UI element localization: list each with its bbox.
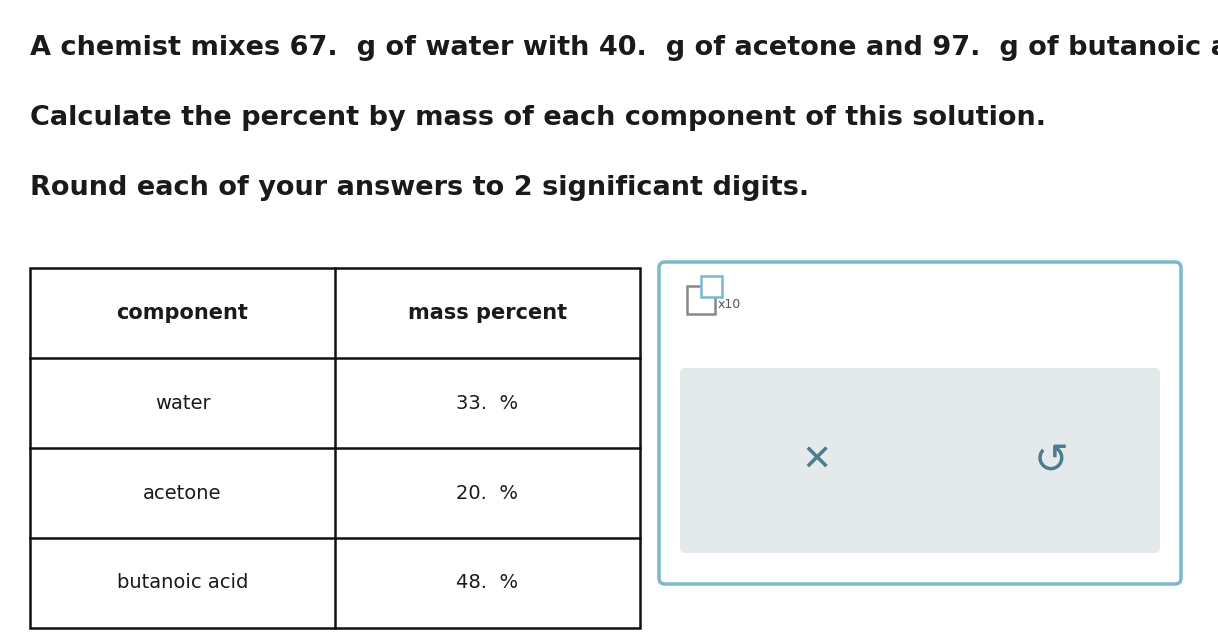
Text: water: water xyxy=(155,393,211,413)
Text: Round each of your answers to 2 significant digits.: Round each of your answers to 2 signific… xyxy=(30,175,809,201)
Text: component: component xyxy=(117,303,248,323)
Text: butanoic acid: butanoic acid xyxy=(117,574,248,592)
Text: 48.  %: 48. % xyxy=(457,574,519,592)
FancyBboxPatch shape xyxy=(659,262,1181,584)
Text: acetone: acetone xyxy=(144,484,222,502)
Bar xyxy=(687,286,715,314)
Text: ↺: ↺ xyxy=(1034,439,1069,482)
Text: Calculate the percent by mass of each component of this solution.: Calculate the percent by mass of each co… xyxy=(30,105,1046,131)
Text: ✕: ✕ xyxy=(801,444,832,477)
FancyBboxPatch shape xyxy=(680,368,1160,553)
Text: A chemist mixes 67.  g of water with 40.  g of acetone and 97.  g of butanoic ac: A chemist mixes 67. g of water with 40. … xyxy=(30,35,1218,61)
Text: 20.  %: 20. % xyxy=(457,484,519,502)
Bar xyxy=(30,268,639,628)
Text: x10: x10 xyxy=(717,298,742,310)
Text: 33.  %: 33. % xyxy=(457,393,519,413)
Text: mass percent: mass percent xyxy=(408,303,568,323)
Bar xyxy=(702,276,722,297)
